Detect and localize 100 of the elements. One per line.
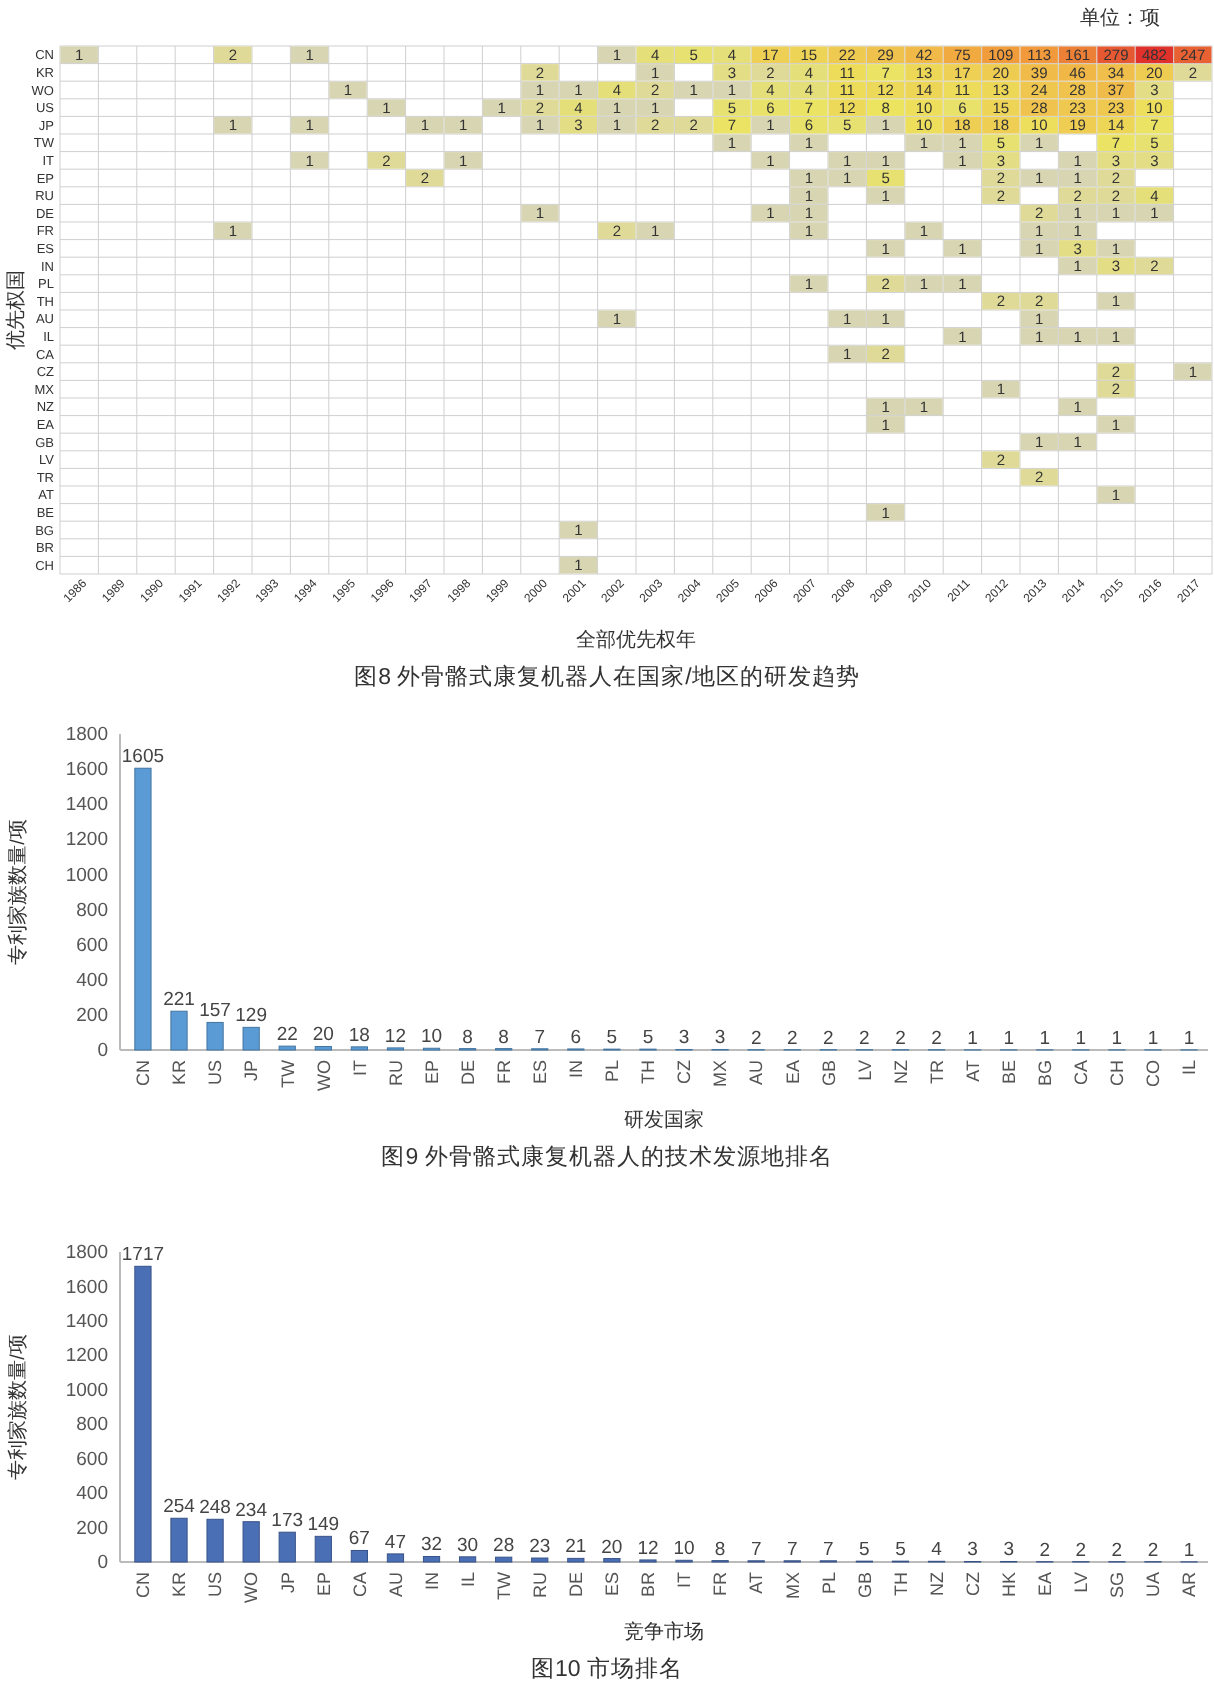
data-label: 2 (1039, 1539, 1051, 1562)
data-label: 1 (1183, 1027, 1195, 1050)
x-axis-title: 研发国家 (624, 1108, 704, 1132)
x-tick-label: LV (854, 1060, 875, 1081)
x-tick-label: GB (854, 1572, 875, 1599)
data-label: 1717 (121, 1244, 165, 1267)
x-tick-label: KR (169, 1571, 190, 1598)
x-tick-label: NZ (926, 1571, 947, 1596)
bar (495, 1556, 513, 1563)
data-label: 4 (931, 1539, 942, 1562)
bar (350, 1549, 368, 1563)
data-label: 21 (565, 1536, 587, 1559)
y-axis-title: 专利家族数量/项 (6, 819, 30, 965)
data-label: 10 (420, 1026, 443, 1049)
x-tick-label: CO (1143, 1060, 1164, 1087)
x-tick-label: BG (1035, 1060, 1056, 1087)
y-tick-label: 0 (97, 1040, 108, 1063)
x-tick-label: RU (385, 1060, 406, 1086)
data-label: 1 (1147, 1027, 1159, 1050)
x-tick-label: TH (638, 1060, 659, 1084)
y-tick-label: 1400 (65, 1310, 108, 1333)
bar (458, 1556, 477, 1563)
data-label: 5 (895, 1539, 906, 1562)
x-tick-label: US (205, 1060, 226, 1086)
x-tick-label: IN (421, 1572, 442, 1590)
data-label: 2 (750, 1027, 762, 1050)
x-tick-label: TH (890, 1572, 911, 1596)
data-label: 2 (1075, 1539, 1087, 1562)
data-label: 32 (420, 1534, 443, 1557)
x-tick-label: TW (277, 1059, 298, 1088)
x-tick-label: MX (710, 1060, 731, 1087)
data-label: 254 (163, 1496, 195, 1519)
bar (278, 1531, 296, 1563)
x-tick-label: AT (962, 1059, 983, 1082)
x-tick-label: BE (999, 1060, 1019, 1085)
x-tick-label: WO (241, 1572, 262, 1603)
data-label: 149 (307, 1514, 340, 1537)
y-tick-label: 400 (76, 1483, 108, 1506)
x-tick-label: JP (241, 1060, 262, 1082)
x-tick-label: GB (818, 1060, 839, 1087)
x-tick-label: FR (493, 1059, 514, 1084)
x-tick-label: SG (1107, 1572, 1128, 1599)
data-label: 1 (1003, 1027, 1014, 1050)
bar (386, 1553, 405, 1563)
data-label: 7 (823, 1538, 834, 1561)
x-tick-label: CN (133, 1060, 154, 1086)
data-label: 67 (348, 1528, 370, 1551)
text: 单位：项 (1080, 6, 1160, 30)
x-tick-label: LV (1071, 1572, 1092, 1593)
data-label: 5 (859, 1539, 870, 1562)
data-label: 47 (384, 1531, 407, 1554)
x-tick-label: DE (457, 1060, 478, 1086)
bar (422, 1555, 441, 1563)
x-tick-label: KR (169, 1059, 190, 1086)
data-label: 2 (1111, 1539, 1123, 1562)
y-tick-label: 1600 (65, 1276, 108, 1299)
x-tick-label: MX (782, 1572, 803, 1599)
x-tick-label: FR (710, 1571, 731, 1596)
data-label: 7 (750, 1538, 762, 1561)
data-label: 1 (1039, 1027, 1051, 1050)
data-label: 22 (276, 1024, 298, 1047)
bar (170, 1517, 188, 1563)
x-tick-label: HK (999, 1572, 1019, 1598)
x-tick-label: EA (782, 1060, 803, 1085)
y-tick-label: 200 (76, 1004, 108, 1027)
data-label: 6 (570, 1026, 582, 1049)
text: 图10 市场排名 (531, 1654, 683, 1682)
data-label: 2 (859, 1027, 870, 1050)
x-tick-label: EP (421, 1060, 442, 1085)
x-tick-label: ES (602, 1572, 623, 1597)
y-tick-label: 1800 (65, 1242, 108, 1265)
bar (134, 1265, 152, 1563)
x-tick-label: AU (746, 1060, 767, 1086)
data-label: 20 (601, 1536, 623, 1559)
x-tick-label: IL (457, 1572, 478, 1588)
y-tick-label: 1000 (65, 864, 108, 887)
data-label: 3 (1003, 1539, 1014, 1562)
data-label: 3 (678, 1027, 690, 1050)
x-tick-label: IN (566, 1060, 587, 1078)
data-label: 221 (163, 989, 195, 1012)
bar (242, 1026, 260, 1051)
y-axis-title: 优先权国 (4, 270, 28, 350)
x-tick-label: AT (746, 1571, 767, 1594)
y-tick-label: 200 (76, 1517, 108, 1540)
y-tick-label: 1200 (65, 1345, 108, 1368)
data-label: 173 (271, 1510, 304, 1533)
x-tick-label: AR (1179, 1571, 1200, 1598)
bar (206, 1518, 224, 1563)
bar (206, 1021, 224, 1051)
bar (134, 767, 152, 1051)
x-tick-label: TW (493, 1571, 514, 1600)
data-label: 157 (199, 1000, 231, 1023)
data-label: 2 (1147, 1539, 1159, 1562)
x-tick-label: IL (1179, 1060, 1200, 1076)
data-label: 23 (529, 1536, 551, 1559)
data-label: 129 (235, 1005, 268, 1028)
data-label: 2 (895, 1027, 906, 1050)
data-label: 8 (498, 1026, 509, 1049)
x-tick-label: TR (926, 1059, 947, 1084)
y-tick-label: 800 (76, 899, 108, 922)
